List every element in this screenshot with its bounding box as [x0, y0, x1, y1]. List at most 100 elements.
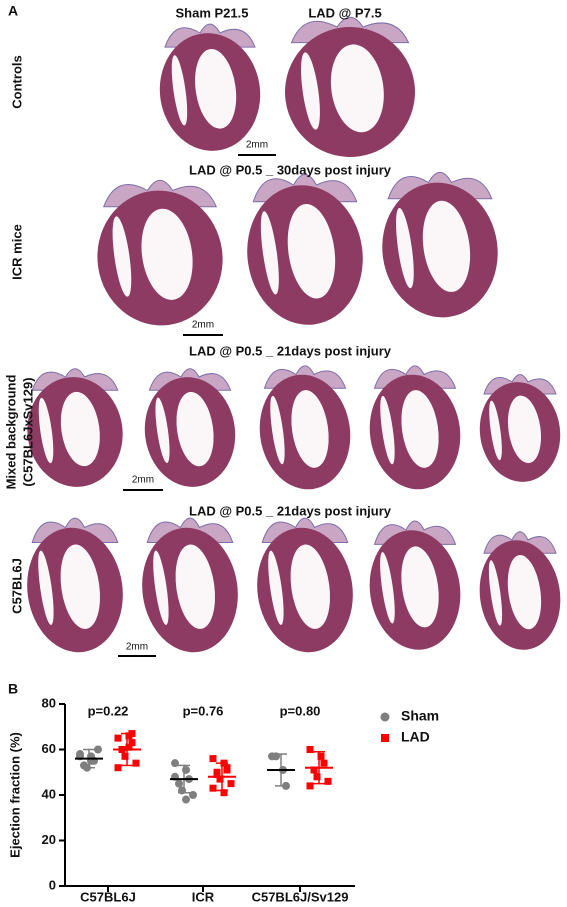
cavity [260, 211, 279, 295]
y-axis-label: Ejection fraction (%) [7, 732, 22, 858]
cavity [380, 552, 395, 624]
data-point [306, 746, 314, 753]
heart-section [247, 174, 363, 325]
data-point [209, 755, 217, 763]
heart-section [27, 368, 123, 487]
cavity [489, 400, 502, 461]
annotation: p=0.80 [280, 703, 321, 718]
cavity [290, 544, 331, 629]
y-tick-label: 60 [42, 741, 56, 756]
cavity [507, 395, 542, 464]
y-tick-label: 80 [42, 695, 56, 710]
cavity [153, 550, 169, 625]
row-label: C57BL6J [9, 558, 24, 614]
data-point [182, 765, 190, 774]
data-point [114, 734, 122, 742]
data-point [128, 739, 136, 747]
heart-section [479, 531, 561, 650]
y-tick-label: 40 [42, 786, 56, 801]
legend-label: LAD [401, 729, 430, 745]
heart-section [285, 16, 415, 157]
row-label: (C57BL6JxSv129) [20, 377, 35, 486]
x-tick-label: C57BL6J/Sv129 [252, 889, 349, 904]
cavity [291, 390, 329, 468]
cavity [287, 204, 336, 299]
heart-section [27, 517, 123, 653]
x-tick-label: C57BL6J [80, 889, 136, 904]
cavity [268, 550, 284, 625]
annotation: p=0.22 [88, 703, 129, 718]
data-point [213, 768, 221, 776]
data-point [313, 773, 321, 781]
cavity [195, 49, 237, 129]
legend-label: Sham [401, 708, 439, 724]
cavity [171, 55, 188, 126]
scale-label: 2mm [126, 642, 148, 653]
data-point [125, 743, 133, 751]
data-point [209, 784, 217, 792]
cavity [396, 207, 414, 289]
heart-section [382, 171, 498, 318]
data-point [132, 759, 140, 767]
row-title: LAD @ P0.5 _ 21days post injury [189, 503, 392, 518]
column-title: Sham P21.5 [176, 5, 249, 20]
row-label: Mixed background [3, 375, 18, 490]
heart-section [259, 365, 351, 490]
heart-section [97, 179, 223, 326]
cavity [141, 208, 193, 300]
heart-section [159, 23, 261, 151]
scale-label: 2mm [192, 320, 214, 331]
data-point [324, 777, 332, 785]
legend-swatch [381, 734, 389, 742]
data-point [317, 752, 325, 760]
cavity [38, 550, 54, 625]
data-point [320, 759, 328, 767]
annotation: p=0.76 [183, 703, 224, 718]
y-tick-label: 20 [42, 832, 56, 847]
data-point [171, 759, 179, 768]
heart-section [369, 520, 461, 650]
data-point [223, 764, 231, 772]
legend-swatch [380, 712, 390, 722]
cavity [401, 390, 439, 468]
x-tick-label: ICR [192, 889, 215, 904]
heart-section [369, 365, 461, 490]
cavity [175, 544, 216, 629]
data-point [216, 775, 224, 783]
row-title: LAD @ P0.5 _ 21days post injury [189, 343, 392, 358]
data-point [227, 780, 235, 788]
scale-label: 2mm [246, 140, 268, 151]
data-point [94, 745, 102, 754]
data-point [306, 782, 314, 790]
panel-label: A [8, 3, 18, 19]
data-point [310, 766, 318, 774]
panel-label: B [8, 681, 18, 697]
data-point [114, 764, 122, 772]
cavity [301, 52, 320, 130]
dot-plot: 0 20 40 60 80 C57BL6J p=0.22 ICR p=0.76 C57BL6J/S… [42, 695, 440, 904]
row-label: ICR mice [9, 224, 24, 280]
cavity [422, 200, 471, 292]
cavity [60, 391, 100, 467]
scale-label: 2mm [132, 475, 154, 486]
heart-section [142, 517, 238, 653]
cavity [488, 560, 503, 626]
cavity [330, 44, 384, 133]
heart-section [144, 368, 236, 487]
column-title: LAD @ P7.5 [308, 5, 381, 20]
cavity [380, 395, 395, 465]
heart-section [257, 517, 353, 653]
data-point [189, 791, 197, 799]
cavity [155, 397, 170, 463]
cavity [60, 544, 101, 629]
cavity [176, 391, 214, 467]
data-point [182, 795, 190, 804]
cavity [38, 397, 54, 464]
histology-images [27, 16, 561, 653]
cavity [270, 395, 285, 465]
data-point [220, 789, 228, 797]
cavity [401, 546, 439, 628]
row-label: Controls [9, 55, 24, 108]
data-point [175, 779, 183, 788]
heart-section [479, 374, 561, 482]
